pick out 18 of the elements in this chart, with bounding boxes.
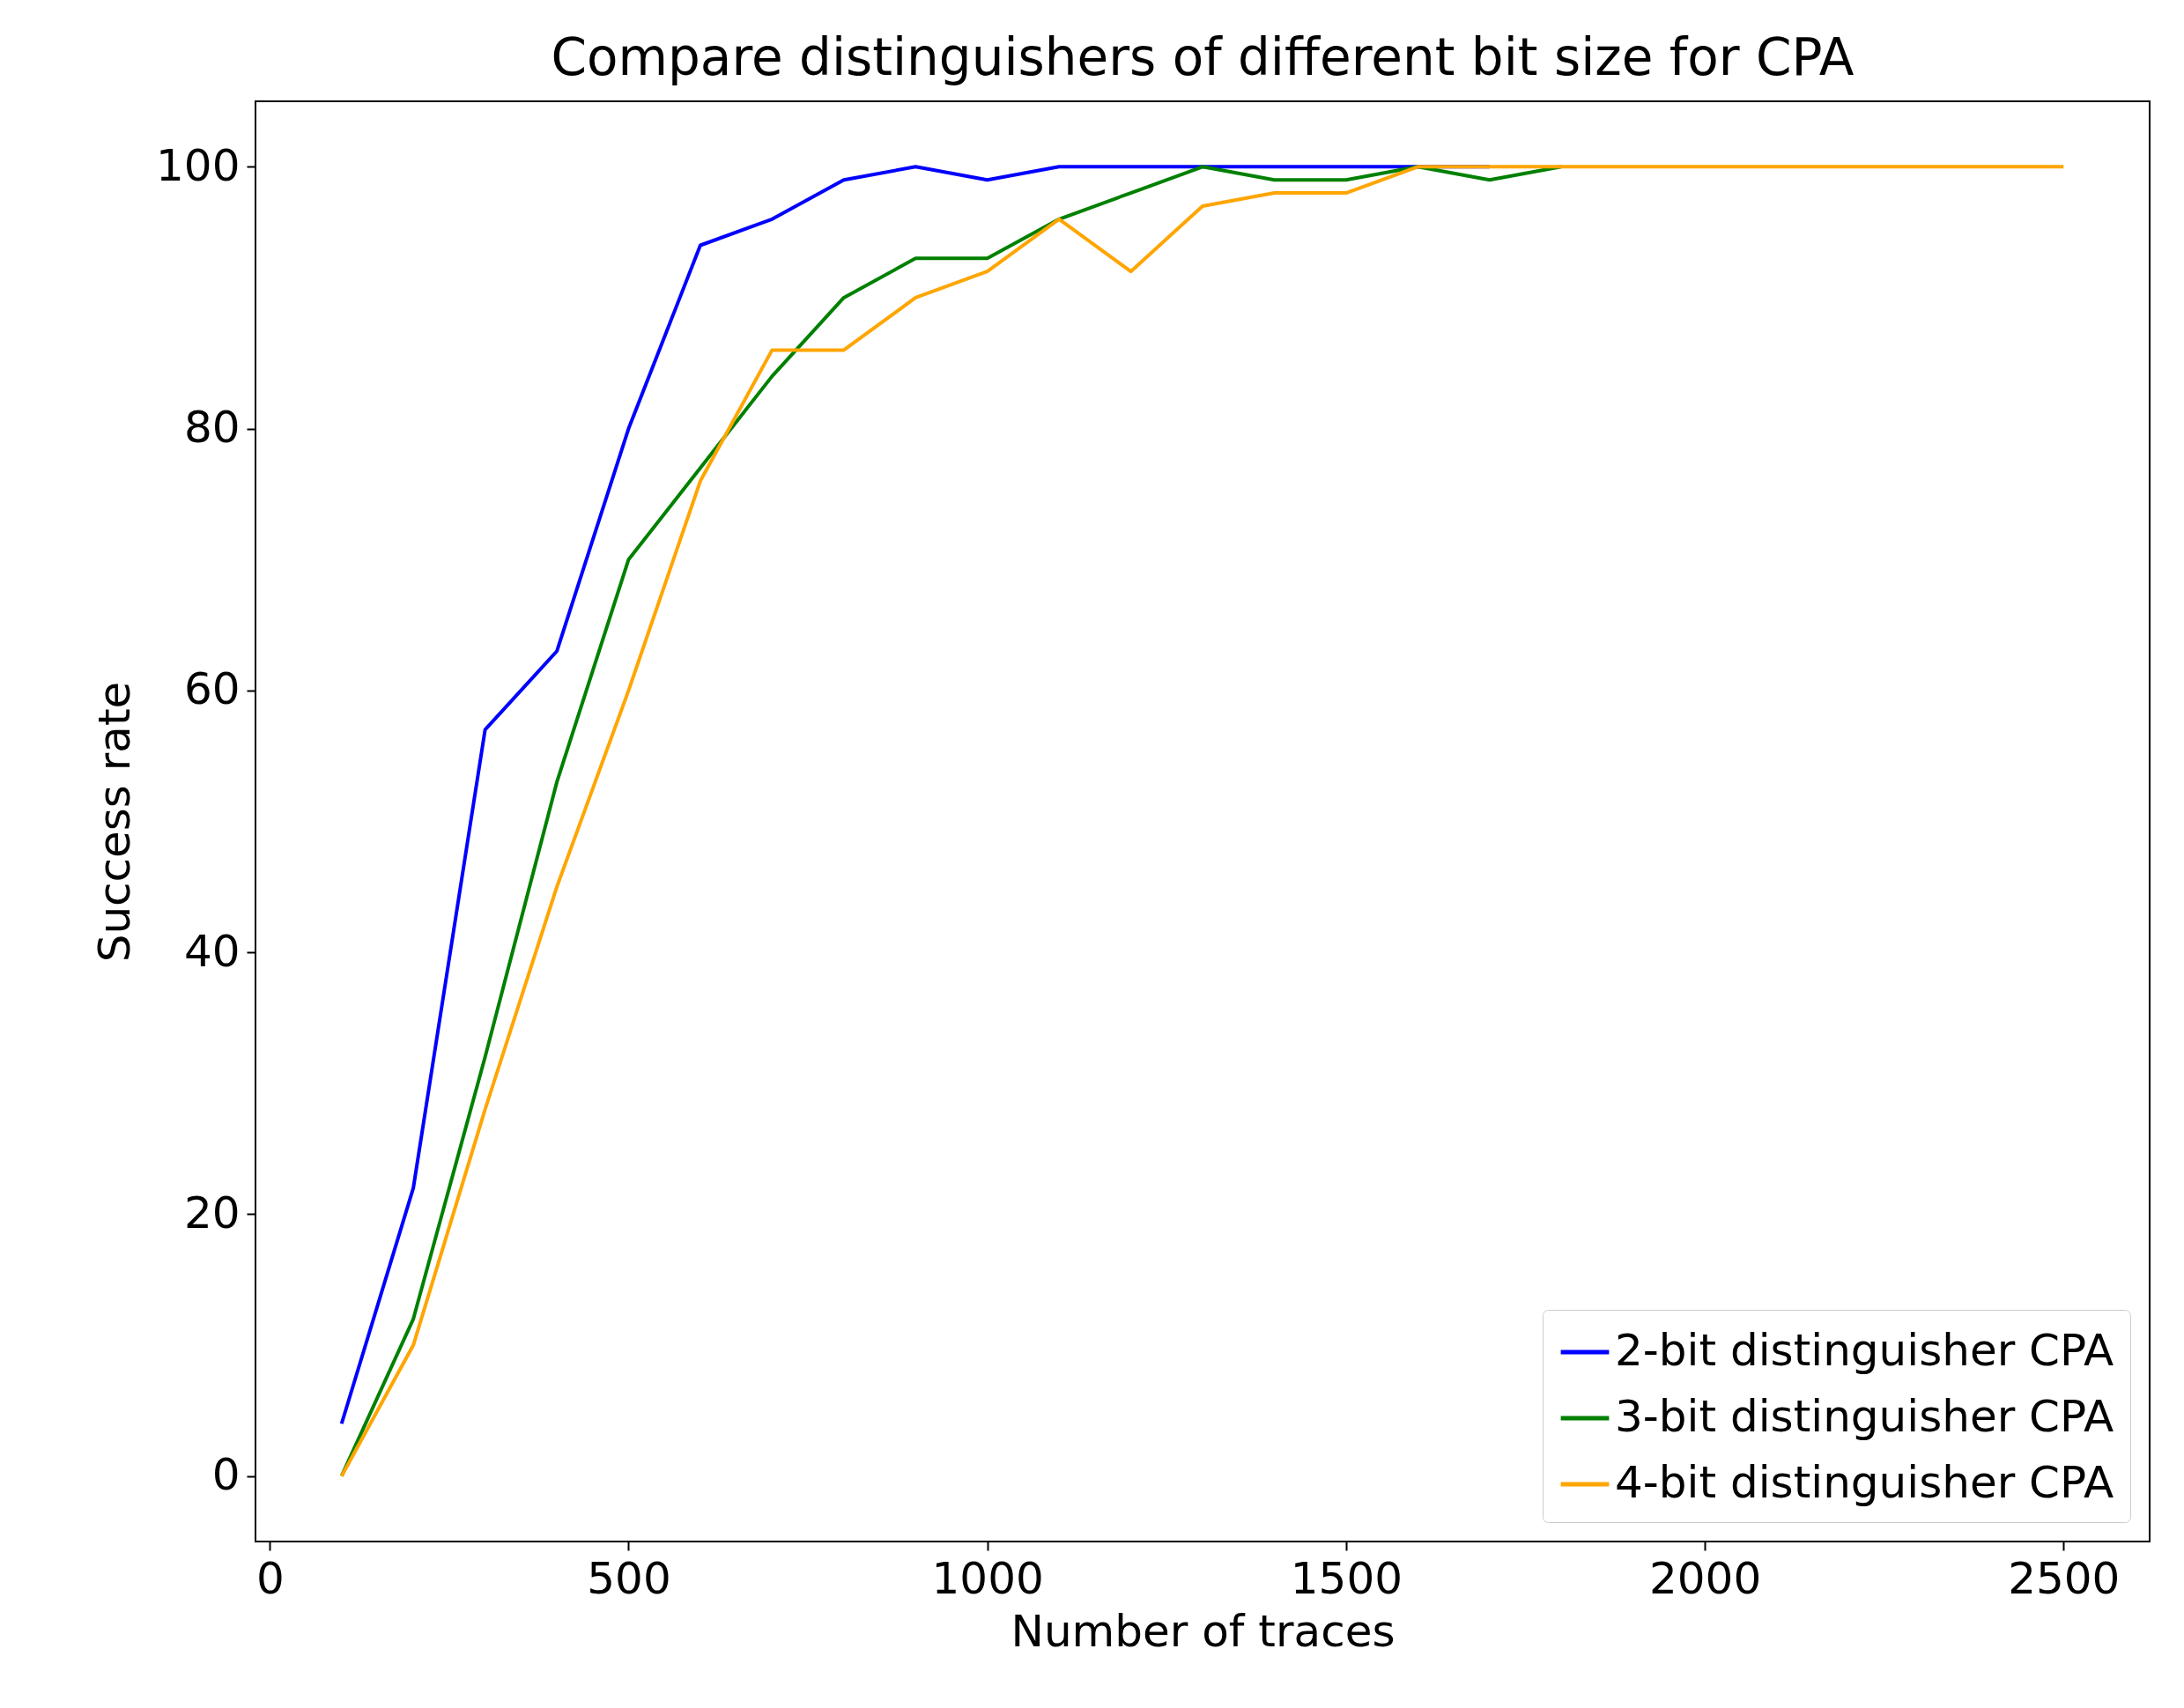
y-tick-label: 100 [156,139,241,191]
legend-label: 2-bit distinguisher CPA [1615,1325,2114,1376]
x-tick-label: 500 [587,1552,671,1604]
chart-title: Compare distinguishers of different bit size for CPA [551,27,1855,87]
legend-label: 4-bit distinguisher CPA [1615,1457,2114,1508]
y-axis-title: Success rate [89,681,141,963]
x-tick-label: 2500 [2008,1552,2121,1604]
x-tick-label: 1000 [931,1552,1044,1604]
y-tick-label: 60 [183,663,241,715]
y-tick-label: 0 [211,1449,241,1501]
y-tick-label: 40 [183,925,241,977]
x-tick-label: 0 [255,1552,285,1604]
y-tick-label: 80 [183,402,241,454]
x-tick-label: 2000 [1648,1552,1762,1604]
x-tick-label: 1500 [1290,1552,1403,1604]
x-axis-title: Number of traces [1011,1605,1396,1657]
y-tick-label: 20 [183,1187,241,1238]
legend-label: 3-bit distinguisher CPA [1615,1391,2114,1442]
